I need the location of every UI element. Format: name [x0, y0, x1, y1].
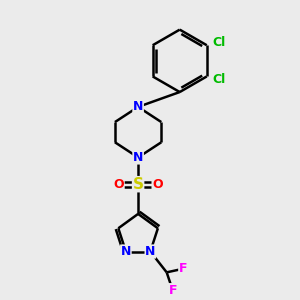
Text: N: N — [121, 245, 131, 258]
Text: N: N — [145, 245, 155, 258]
Text: F: F — [179, 262, 187, 275]
Text: N: N — [133, 151, 143, 164]
Text: Cl: Cl — [213, 73, 226, 86]
Text: S: S — [133, 177, 144, 192]
Text: Cl: Cl — [213, 36, 226, 49]
Text: O: O — [113, 178, 124, 191]
Text: O: O — [152, 178, 163, 191]
Text: N: N — [133, 100, 143, 113]
Text: F: F — [168, 284, 177, 297]
